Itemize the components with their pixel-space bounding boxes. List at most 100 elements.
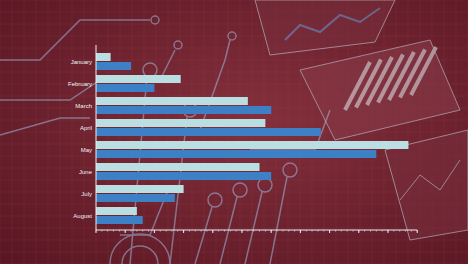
- axis-dot: [388, 230, 389, 232]
- axis-dot: [119, 230, 120, 232]
- chart: JanuaryFebruaryMarchAprilMayJuneJulyAugu…: [0, 0, 468, 264]
- bar: [96, 150, 376, 158]
- axis-dot: [370, 230, 371, 232]
- axis-dot: [376, 230, 377, 232]
- bar: [96, 194, 175, 202]
- bg-grid: [0, 216, 468, 217]
- category-label: May: [81, 147, 92, 153]
- panels: [255, 0, 468, 240]
- axis-dot: [358, 230, 359, 232]
- circuit-ring: [122, 246, 158, 264]
- axis-dot: [282, 230, 283, 232]
- circuit-node: [208, 193, 222, 207]
- panel-line: [400, 160, 460, 200]
- category-label: August: [73, 213, 92, 219]
- axis-dot: [107, 230, 108, 232]
- axis-dot: [224, 230, 225, 232]
- axis-dot: [154, 230, 155, 232]
- axis-dot: [236, 230, 237, 232]
- bars: [96, 53, 408, 224]
- category-label: July: [81, 191, 92, 197]
- bar: [96, 84, 154, 92]
- x-tick: [212, 230, 213, 233]
- category-label: March: [75, 103, 92, 109]
- x-tick: [125, 230, 126, 233]
- bar: [96, 97, 248, 105]
- circuit-node: [233, 183, 247, 197]
- panel-bar: [411, 47, 436, 95]
- circuit-node: [258, 178, 272, 192]
- bg-grid: [0, 0, 468, 1]
- axis-dot: [96, 230, 97, 232]
- bar: [96, 106, 271, 114]
- axis-dot: [142, 230, 143, 232]
- circuit-line: [270, 177, 287, 264]
- axis-dot: [317, 230, 318, 232]
- axis-dot: [253, 230, 254, 232]
- axis-dot: [271, 230, 272, 232]
- x-tick: [300, 230, 301, 233]
- axis-dot: [417, 230, 418, 232]
- axis-dot: [177, 230, 178, 232]
- bg-grid: [0, 204, 468, 205]
- axis-dot: [242, 230, 243, 232]
- axis-dot: [201, 230, 202, 232]
- axis-dot: [148, 230, 149, 232]
- axis-dot: [294, 230, 295, 232]
- axis-dot: [171, 230, 172, 232]
- circuit-line: [195, 207, 212, 264]
- bar: [96, 163, 260, 171]
- axis-dot: [399, 230, 400, 232]
- axis-dot: [405, 230, 406, 232]
- axis-dot: [218, 230, 219, 232]
- x-tick: [183, 230, 184, 233]
- x-axis: [96, 230, 417, 231]
- bar: [96, 207, 137, 215]
- circuit-node: [143, 63, 157, 77]
- bg-grid: [0, 12, 468, 13]
- bg-grid: [96, 0, 97, 264]
- circuit-node: [283, 163, 297, 177]
- circuit-line: [0, 118, 90, 135]
- axis-dot: [300, 230, 301, 232]
- axis-dot: [230, 230, 231, 232]
- axis-dot: [341, 230, 342, 232]
- panel-line: [285, 8, 380, 40]
- x-tick: [271, 230, 272, 233]
- bar: [96, 172, 271, 180]
- x-tick: [329, 230, 330, 233]
- axis-dot: [247, 230, 248, 232]
- x-tick: [242, 230, 243, 233]
- bar: [96, 185, 184, 193]
- axis-dot: [288, 230, 289, 232]
- bar: [96, 128, 321, 136]
- category-label: January: [71, 59, 92, 65]
- x-tick: [154, 230, 155, 233]
- panel: [255, 0, 395, 55]
- category-label: February: [68, 81, 92, 87]
- circuit: [0, 16, 330, 264]
- circuit-line: [0, 20, 150, 60]
- x-tick: [96, 230, 97, 233]
- axis-dot: [113, 230, 114, 232]
- axis-dot: [206, 230, 207, 232]
- y-axis: [96, 45, 97, 230]
- category-label: June: [79, 169, 93, 175]
- axis-dot: [189, 230, 190, 232]
- axis-dot: [125, 230, 126, 232]
- bar: [96, 119, 265, 127]
- circuit-ring: [110, 234, 170, 264]
- axis-dot: [212, 230, 213, 232]
- axis-dot: [335, 230, 336, 232]
- axis-dot: [312, 230, 313, 232]
- axis-dot: [277, 230, 278, 232]
- bar: [96, 75, 181, 83]
- bg-grid: [0, 240, 468, 241]
- axis-dot: [183, 230, 184, 232]
- axes: JanuaryFebruaryMarchAprilMayJuneJulyAugu…: [68, 45, 417, 233]
- x-tick: [358, 230, 359, 233]
- decoration: [0, 0, 468, 264]
- background: [0, 0, 468, 264]
- bg-grid: [0, 228, 468, 229]
- x-tick: [388, 230, 389, 233]
